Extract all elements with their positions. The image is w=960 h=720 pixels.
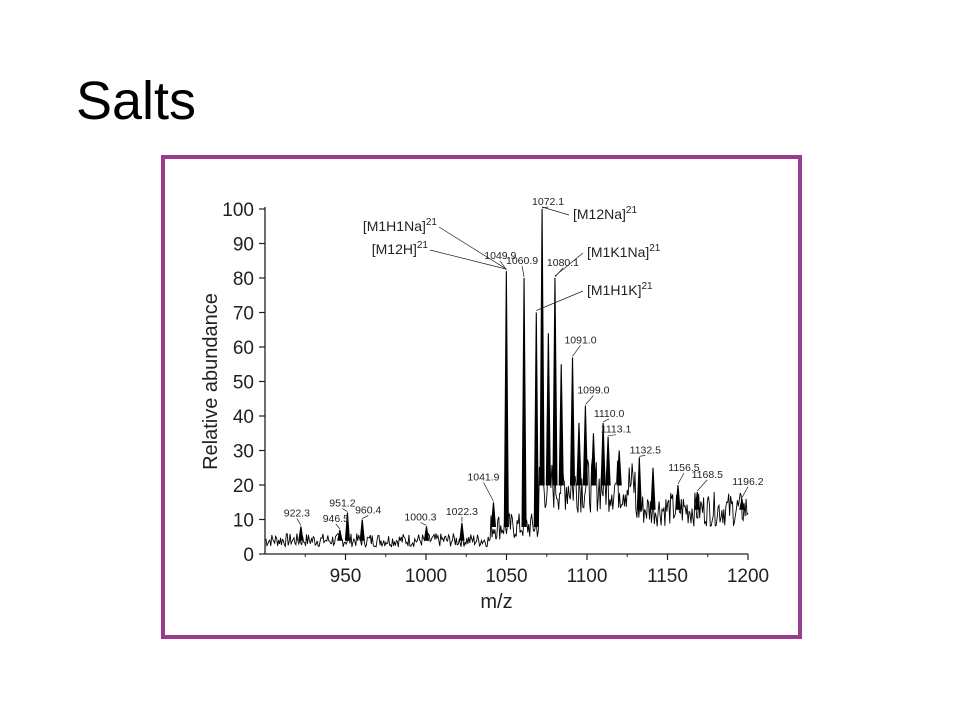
peak-leader-line <box>572 345 581 357</box>
peak-label: 1110.0 <box>594 408 625 420</box>
peak-label: 951.2 <box>329 498 355 510</box>
y-tick-label: 40 <box>233 407 254 428</box>
peak-leader-line <box>608 434 617 437</box>
spectrum-peak <box>344 512 351 541</box>
peak-label: 1099.0 <box>577 385 609 397</box>
spectrum-peak <box>582 405 588 486</box>
ion-annotation: [M1H1K]21 <box>587 281 653 298</box>
ion-annotation: [M12H]21 <box>372 240 429 257</box>
spectrum-peak <box>558 364 564 486</box>
spectrum-peak <box>600 422 606 486</box>
y-tick-label: 30 <box>233 442 254 463</box>
peak-label: 960.4 <box>355 505 381 517</box>
spectrum-peak <box>636 457 642 510</box>
peak-label: 946.5 <box>323 513 349 525</box>
peak-leader-line <box>585 395 594 405</box>
peak-label: 1049.9 <box>484 250 516 262</box>
y-axis-title: Relative abundance <box>200 293 222 470</box>
peak-label: 1000.3 <box>404 511 436 523</box>
ion-leader-line <box>541 206 570 216</box>
spectrum-trace <box>264 457 749 549</box>
x-tick-label: 1150 <box>647 566 688 587</box>
peak-label: 922.3 <box>284 507 310 519</box>
spectrum-peak <box>552 277 558 486</box>
y-tick-label: 100 <box>222 200 254 221</box>
spectrum-peak <box>539 208 545 486</box>
figure-frame: 0 10 20 30 40 50 60 70 80 90 100 950 1000 1050 1100 115… <box>161 155 802 639</box>
peak-leader-line <box>296 518 302 526</box>
spectrum-peak <box>521 277 527 527</box>
peak-label: 1091.0 <box>564 334 596 346</box>
spectrum-peak <box>590 433 597 486</box>
ion-leader-line <box>438 226 507 270</box>
spectrum-peak <box>569 357 576 486</box>
peak-leader-line <box>483 482 494 502</box>
peak-label: 1156.5 <box>668 462 699 474</box>
ion-leader-line <box>536 290 584 311</box>
ion-annotation: [M1H1Na]21 <box>363 217 438 234</box>
spectrum-peak <box>359 519 365 541</box>
slide-title: Salts <box>76 71 197 131</box>
y-tick-label: 80 <box>233 269 254 290</box>
peak-leader-line <box>420 522 427 526</box>
peak-leader-line <box>741 486 749 498</box>
spectrum-peak <box>503 271 509 527</box>
spectrum-peak <box>533 312 539 527</box>
peak-leader-line <box>542 206 549 209</box>
y-tick-label: 50 <box>233 373 254 394</box>
peak-label: 1132.5 <box>630 444 661 456</box>
spectrum-peak <box>739 498 745 510</box>
ion-leader-line <box>429 249 507 270</box>
x-tick-label: 1000 <box>405 566 447 587</box>
peak-label: 1041.9 <box>467 471 499 483</box>
ion-leader-line <box>554 252 584 277</box>
y-tick-label: 70 <box>233 304 254 325</box>
peak-label: 1113.1 <box>601 424 632 436</box>
x-tick-label: 950 <box>330 566 362 587</box>
spectrum-peak <box>423 526 430 541</box>
peak-leader-line <box>362 515 369 519</box>
spectrum-peak <box>337 529 343 541</box>
spectrum-peak <box>298 526 304 541</box>
spectrum-peak <box>694 491 700 510</box>
y-tick-label: 10 <box>233 511 254 532</box>
peak-leader-line <box>335 523 341 530</box>
peak-label: 1168.5 <box>692 469 723 481</box>
spectrum-peak <box>650 467 656 510</box>
x-tick-label: 1200 <box>727 566 769 587</box>
spectrum-peak <box>675 484 681 510</box>
peak-label: 1022.3 <box>446 506 478 518</box>
peak-label: 1196.2 <box>732 476 763 488</box>
ion-annotation: [M12Na]21 <box>573 205 637 222</box>
spectrum-peak <box>576 422 582 486</box>
y-tick-label: 20 <box>233 476 254 497</box>
peak-leader-line <box>521 265 525 278</box>
spectrum-peak <box>490 502 497 527</box>
spectrum-peak <box>545 333 551 486</box>
ion-annotation: [M1K1Na]21 <box>587 243 661 260</box>
peak-label: 1080.1 <box>547 257 579 269</box>
y-tick-label: 0 <box>243 545 254 566</box>
peak-leader-line <box>697 479 708 492</box>
peak-leader-line <box>342 508 348 512</box>
peak-label: 1072.1 <box>532 196 564 208</box>
y-tick-label: 60 <box>233 338 254 359</box>
peak-leader-line <box>677 472 685 485</box>
y-tick-label: 90 <box>233 235 254 256</box>
peak-leader-line <box>639 455 646 457</box>
spectrum-peak <box>605 436 611 486</box>
x-tick-label: 1050 <box>485 566 527 587</box>
spectrum-peak <box>459 522 465 541</box>
peak-label: 1060.9 <box>506 255 538 267</box>
x-tick-label: 1100 <box>567 566 608 587</box>
peak-leader-line <box>602 418 610 423</box>
x-axis-title: m/z <box>480 591 512 613</box>
mass-spectrum-chart: 0 10 20 30 40 50 60 70 80 90 100 950 1000 1050 1100 115… <box>200 196 769 613</box>
spectrum-peak <box>616 450 622 486</box>
